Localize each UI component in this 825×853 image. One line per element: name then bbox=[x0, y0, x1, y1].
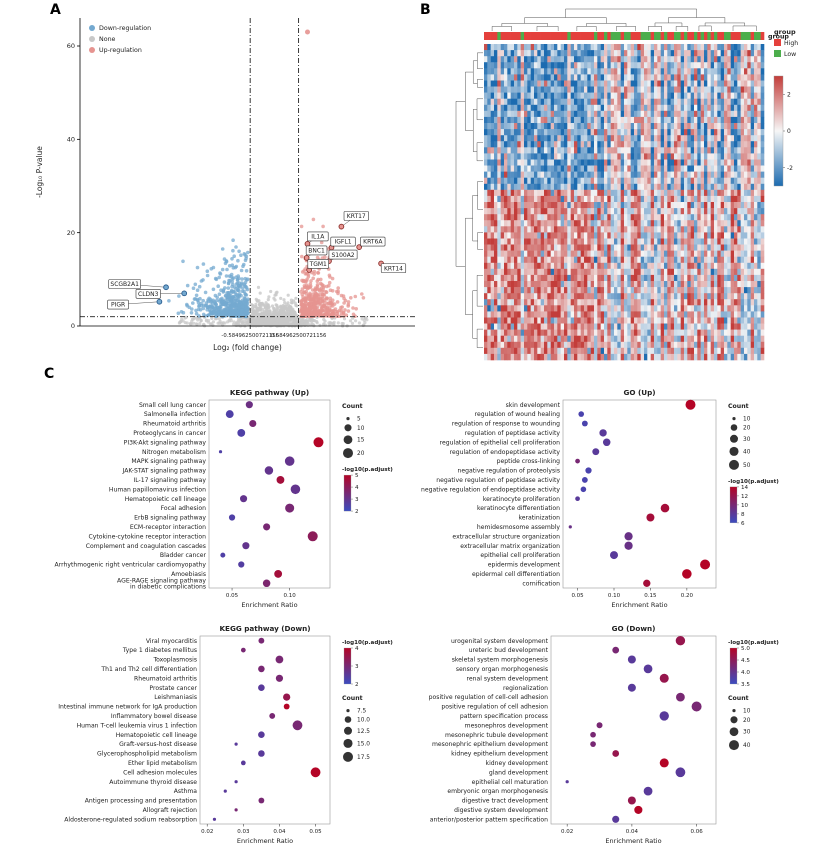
svg-text:0: 0 bbox=[71, 322, 75, 330]
svg-text:SCGB2A1: SCGB2A1 bbox=[110, 281, 139, 288]
svg-text:PIGR: PIGR bbox=[111, 302, 125, 309]
kegg-down-dotplot: KEGG pathway (Down)0.02 0.03 0.04 0.05Enric… bbox=[58, 624, 393, 845]
svg-text:None: None bbox=[99, 36, 116, 43]
svg-text:S100A2: S100A2 bbox=[331, 252, 354, 259]
svg-text:KRT14: KRT14 bbox=[384, 265, 403, 272]
svg-text:-Log₁₀ P-value: -Log₁₀ P-value bbox=[35, 146, 44, 198]
panel-b-label: B bbox=[420, 2, 431, 18]
svg-text:40: 40 bbox=[67, 136, 75, 144]
svg-text:KRT6A: KRT6A bbox=[363, 239, 383, 246]
svg-text:IGFL1: IGFL1 bbox=[335, 239, 352, 246]
svg-text:-0.584962500721156: -0.584962500721156 bbox=[221, 333, 279, 339]
svg-text:BNC1: BNC1 bbox=[308, 248, 325, 255]
svg-text:Log₂ (fold change): Log₂ (fold change) bbox=[213, 343, 282, 352]
svg-text:20: 20 bbox=[67, 229, 75, 237]
svg-text:0.584962500721156: 0.584962500721156 bbox=[271, 333, 327, 339]
svg-text:60: 60 bbox=[67, 42, 75, 50]
panel-c-label: C bbox=[44, 366, 55, 382]
svg-text:CLDN3: CLDN3 bbox=[138, 291, 159, 298]
svg-text:KRT17: KRT17 bbox=[347, 213, 366, 220]
panel-a-label: A bbox=[50, 2, 61, 18]
svg-text:IL1A: IL1A bbox=[311, 234, 325, 241]
volcano-plot: 0 20 40 60 -0.5849625007211560.5849625007211… bbox=[35, 18, 415, 352]
svg-text:Down-regulation: Down-regulation bbox=[99, 25, 151, 32]
svg-text:TGM1: TGM1 bbox=[309, 261, 327, 268]
svg-text:Up-regulation: Up-regulation bbox=[99, 47, 142, 54]
